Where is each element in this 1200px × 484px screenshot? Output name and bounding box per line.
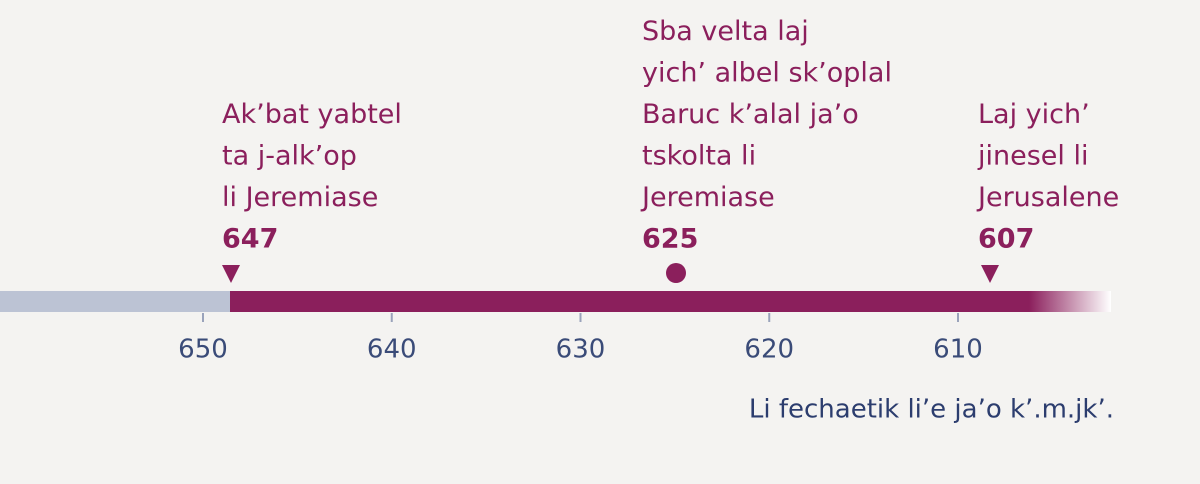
- timeline-bar: [230, 291, 1030, 312]
- event-text: li Jeremiase: [222, 182, 378, 213]
- event-marker: [981, 265, 999, 283]
- event-text: Laj yich’: [978, 99, 1090, 130]
- tick-label: 650: [178, 335, 228, 365]
- axis: 650 640 630 620 610: [178, 313, 983, 365]
- event-text: tskolta li: [642, 141, 756, 172]
- event-text: jinesel li: [977, 141, 1089, 172]
- event-marker: [666, 263, 686, 283]
- event-text: Baruc k’alal ja’o: [642, 99, 859, 130]
- timeline-bar-past: [0, 291, 231, 312]
- event-text: Sba velta laj: [642, 16, 809, 47]
- event-year: 625: [642, 224, 698, 255]
- tick-label: 640: [367, 335, 417, 365]
- timeline-bar-fade: [1029, 291, 1111, 312]
- event-year: 607: [978, 224, 1034, 255]
- event-marker: [222, 265, 240, 283]
- event-text: ta j-alk’op: [222, 141, 357, 172]
- event-text: Jerusalene: [976, 182, 1119, 213]
- tick-label: 620: [744, 335, 794, 365]
- tick-label: 630: [556, 335, 606, 365]
- event-year: 647: [222, 224, 278, 255]
- events: Ak’bat yabtel ta j-alk’op li Jeremiase 647 S…: [222, 16, 1119, 283]
- caption: Li fechaetik li’e ja’o k’.m.jk’.: [749, 395, 1114, 425]
- event-text: yich’ albel sk’oplal: [642, 58, 892, 89]
- tick-label: 610: [933, 335, 983, 365]
- event-text: Jeremiase: [640, 182, 775, 213]
- event-text: Ak’bat yabtel: [222, 99, 402, 130]
